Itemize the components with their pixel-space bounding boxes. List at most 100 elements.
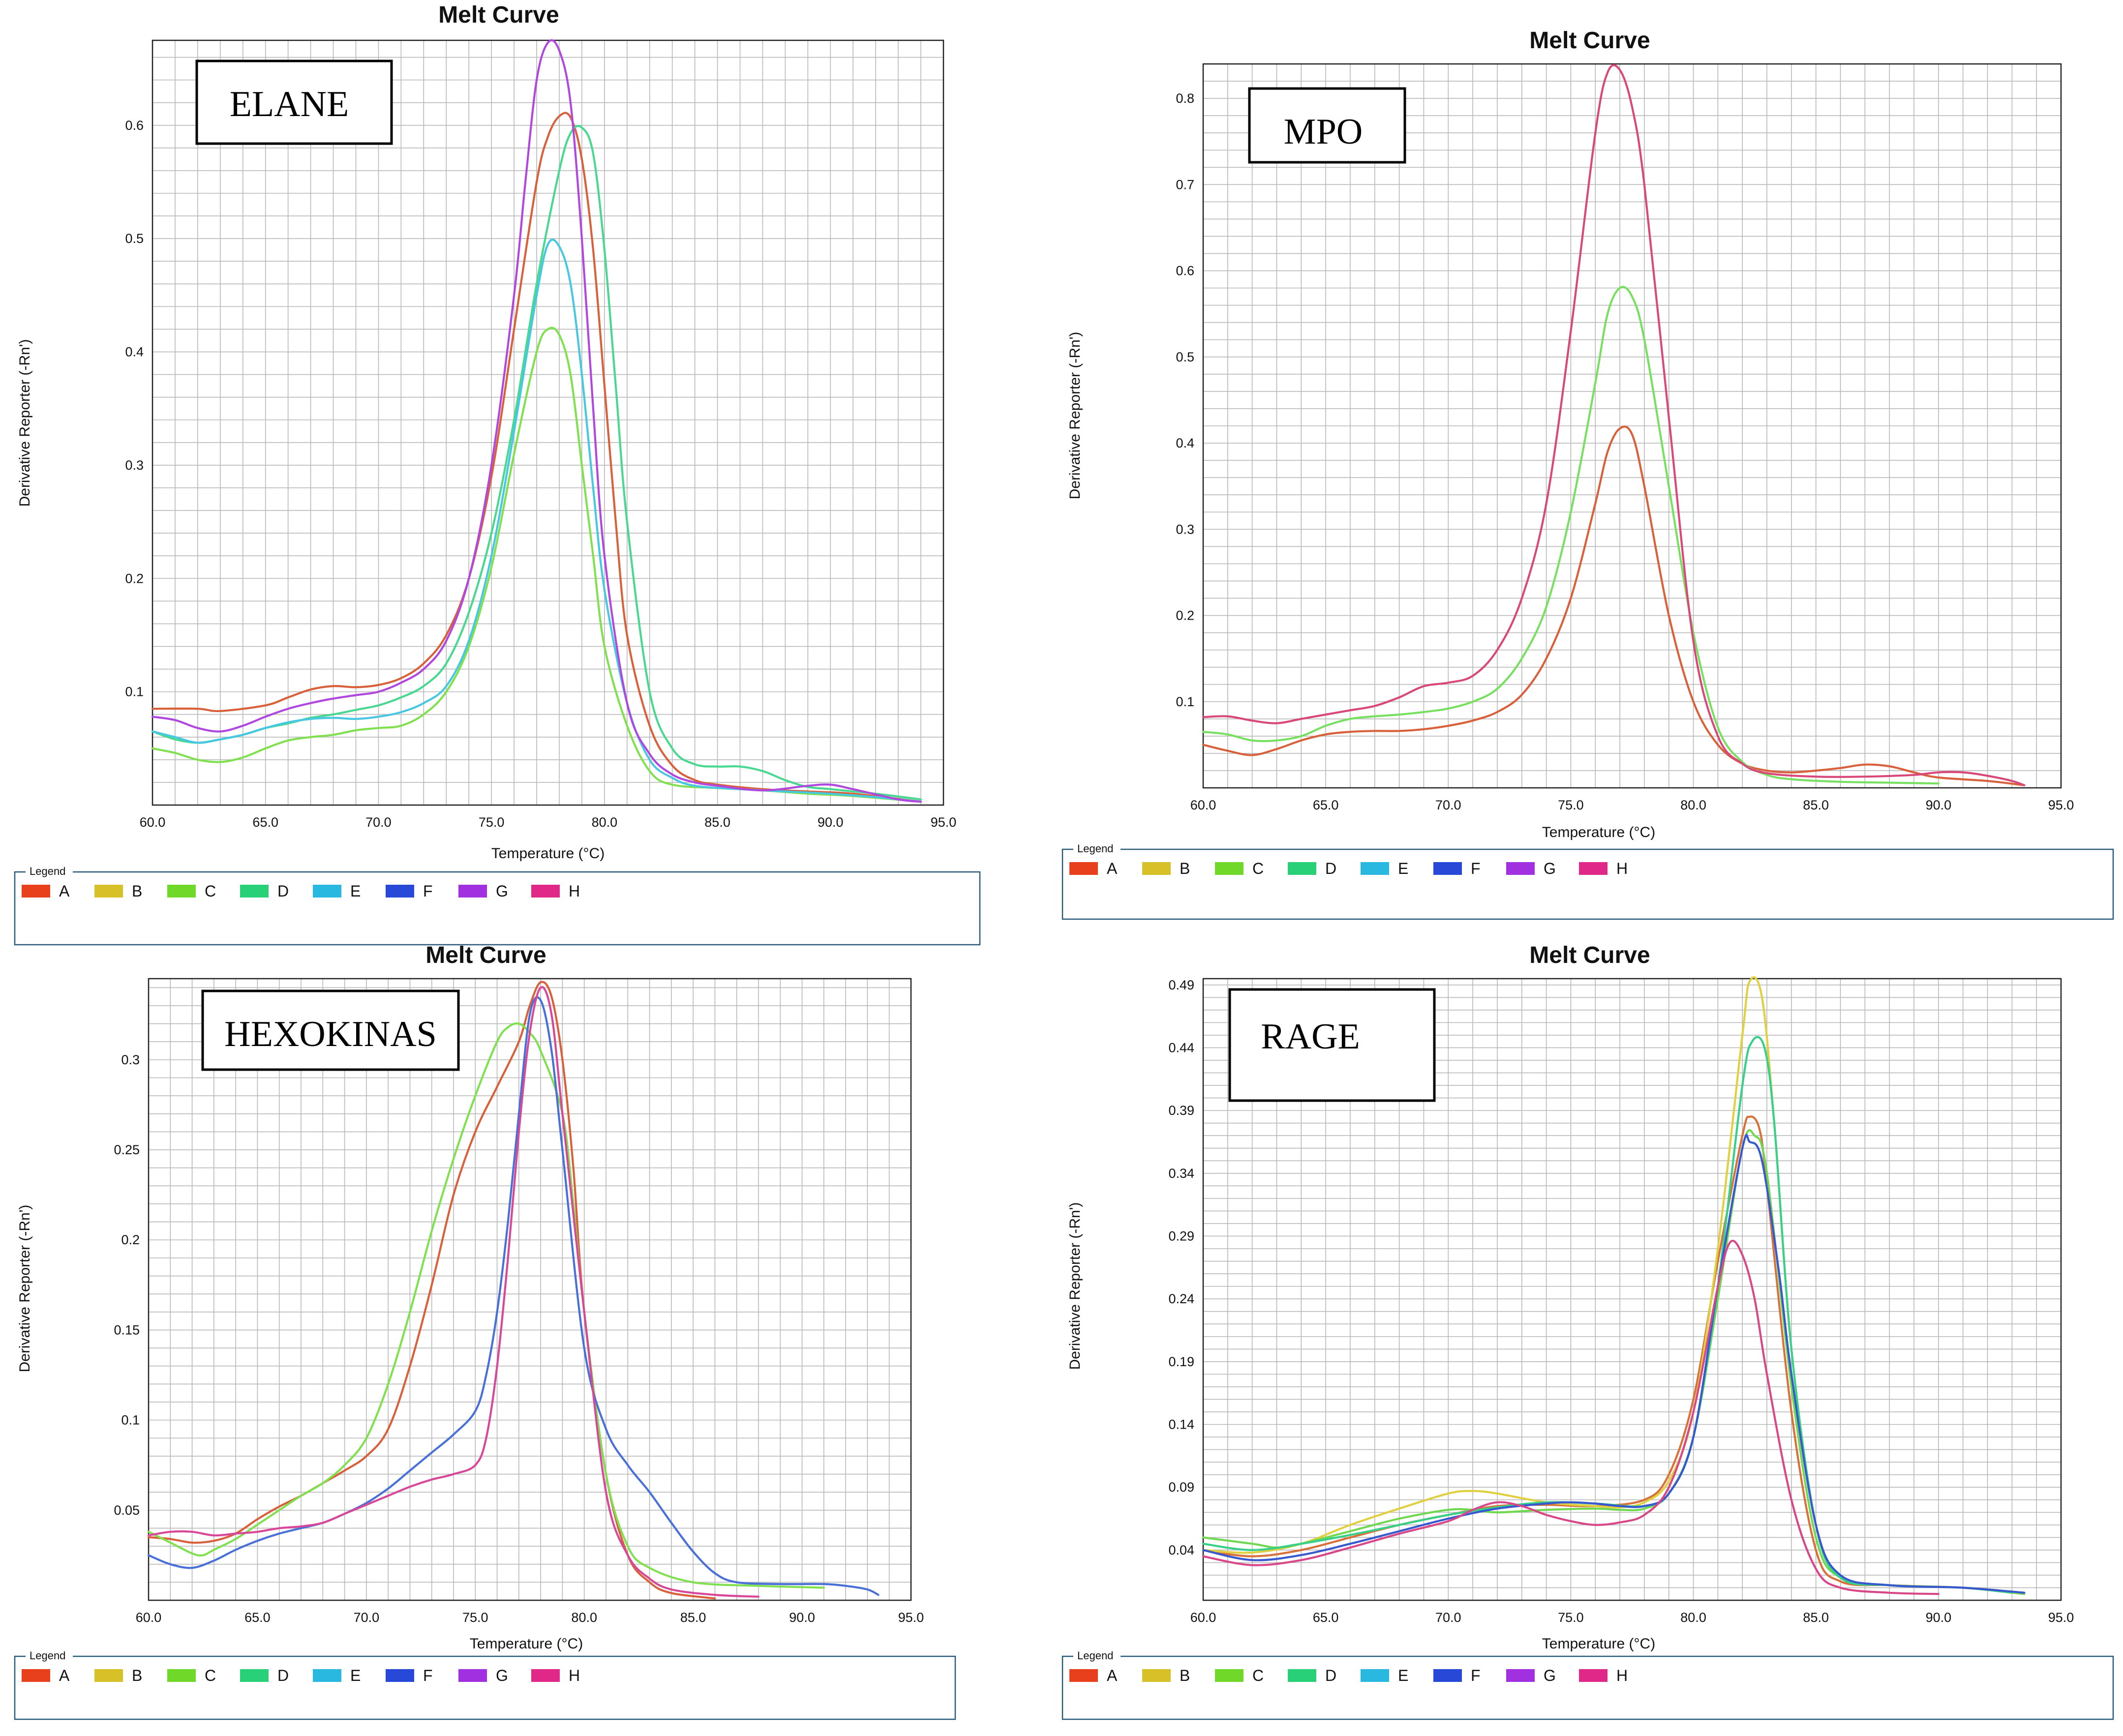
legend-label-f: F	[423, 882, 433, 900]
x-tick-label: 90.0	[1926, 1610, 1952, 1625]
legend-box: Legend A B C D E F G H	[1062, 842, 2114, 920]
plot-frame	[1202, 63, 2062, 789]
legend-swatch-f	[1433, 1669, 1462, 1682]
legend-box: Legend A B C D E F G H	[1062, 1649, 2114, 1720]
y-tick-label: 0.05	[114, 1503, 140, 1518]
x-tick-label: 85.0	[1803, 798, 1829, 812]
y-tick-label: 0.14	[1168, 1417, 1194, 1432]
legend-label-c: C	[205, 1667, 216, 1684]
legend-label-a: A	[1107, 1667, 1118, 1684]
legend-frame	[1062, 848, 2114, 920]
grid	[1203, 63, 2062, 788]
gene-label: RAGE	[1261, 1017, 1360, 1057]
y-tick-label: 0.44	[1168, 1040, 1194, 1055]
x-tick-label: 65.0	[1313, 798, 1339, 812]
legend-label-b: B	[1180, 1667, 1190, 1684]
legend-swatch-d	[240, 885, 269, 898]
legend-swatch-e	[313, 885, 341, 898]
x-tick-label: 60.0	[1190, 798, 1216, 812]
legend-label-a: A	[59, 1667, 70, 1684]
x-tick-label: 80.0	[1680, 798, 1706, 812]
legend-title-bg	[26, 865, 73, 878]
gene-label-box	[201, 989, 460, 1071]
legend-title: Legend	[1077, 842, 1113, 855]
legend-swatch-d	[1288, 862, 1316, 875]
legend-label-c: C	[1252, 1667, 1264, 1684]
legend-label-b: B	[132, 882, 142, 900]
gene-label: HEXOKINAS	[224, 1014, 437, 1054]
series-line-h	[147, 986, 760, 1598]
panel-mpo: Melt Curve 60.0 65.0 70.0 75.0 80.0 85.0 90.0 9…	[1062, 28, 2114, 920]
legend-swatch-c	[1215, 1669, 1243, 1682]
plot-area	[149, 979, 911, 1600]
y-tick-label: 0.39	[1168, 1103, 1194, 1118]
legend-label-b: B	[1180, 860, 1190, 877]
panel-hexokinas: Melt Curve 60.0 65.0 70.0 75.0 80.0 85.0 90.0 9…	[14, 942, 956, 1720]
series-line-a	[151, 112, 922, 803]
x-tick-label: 90.0	[789, 1610, 815, 1625]
legend-label-h: H	[1616, 860, 1628, 877]
gene-label: MPO	[1284, 112, 1363, 152]
series-line-h	[1202, 1239, 1940, 1595]
x-tick-label: 60.0	[136, 1610, 162, 1625]
chart-title: Melt Curve	[438, 2, 559, 28]
x-tick-label: 70.0	[1435, 798, 1461, 812]
x-tick-label: 80.0	[571, 1610, 597, 1625]
legend-swatch-c	[1215, 862, 1243, 875]
x-tick-label: 95.0	[2048, 798, 2074, 812]
legend-swatch-d	[1288, 1669, 1316, 1682]
x-tick-label: 75.0	[1558, 1610, 1584, 1625]
x-axis-label: Temperature (°C)	[1542, 824, 1655, 840]
x-tick-label: 95.0	[931, 815, 957, 830]
y-tick-label: 0.04	[1168, 1543, 1194, 1557]
legend-label-f: F	[1471, 860, 1481, 877]
series-line-h	[1202, 64, 2026, 786]
x-tick-label: 70.0	[1435, 1610, 1461, 1625]
y-tick-label: 0.3	[1176, 522, 1194, 537]
plot-frame	[1202, 978, 2062, 1601]
y-tick-label: 0.3	[125, 458, 144, 473]
legend-label-c: C	[1252, 860, 1264, 877]
legend-box: Legend A B C D E F G H	[14, 1649, 956, 1720]
legend-swatch-h	[1579, 1669, 1607, 1682]
legend-frame	[14, 871, 981, 946]
y-tick-label: 0.1	[125, 685, 144, 699]
x-tick-label: 60.0	[1190, 1610, 1216, 1625]
legend-swatch-h	[531, 885, 560, 898]
y-axis-label: Derivative Reporter (-Rn')	[1067, 1202, 1083, 1370]
legend-swatch-g	[1506, 1669, 1535, 1682]
legend-swatch-g	[1506, 862, 1535, 875]
legend-title-bg	[26, 1649, 73, 1662]
legend-swatch-b	[94, 1669, 123, 1682]
legend-swatch-f	[386, 1669, 414, 1682]
x-tick-label: 85.0	[680, 1610, 706, 1625]
y-tick-label: 0.5	[1176, 350, 1194, 364]
y-tick-label: 0.8	[1176, 91, 1194, 106]
legend-swatch-f	[386, 885, 414, 898]
x-tick-label: 90.0	[818, 815, 844, 830]
y-tick-label: 0.2	[121, 1232, 140, 1247]
y-tick-label: 0.29	[1168, 1228, 1194, 1243]
grid	[152, 40, 944, 805]
x-tick-label: 75.0	[462, 1610, 488, 1625]
legend-swatch-d	[240, 1669, 269, 1682]
series-line-e	[151, 239, 922, 803]
legend-swatch-a	[22, 885, 50, 898]
x-tick-label: 85.0	[704, 815, 730, 830]
legend-label-d: D	[1325, 1667, 1336, 1684]
legend-label-g: G	[1544, 860, 1556, 877]
gene-label-box	[1248, 87, 1406, 164]
panel-rage: Melt Curve 60.0 65.0 70.0 75.0 80.0 85.0 90.0 9…	[1062, 942, 2114, 1720]
legend-label-d: D	[277, 1667, 289, 1684]
y-tick-label: 0.7	[1176, 177, 1194, 192]
y-tick-label: 0.4	[125, 345, 144, 359]
legend-swatch-e	[1361, 1669, 1389, 1682]
y-axis-label: Derivative Reporter (-Rn')	[17, 339, 33, 507]
gene-label-box	[195, 60, 393, 145]
legend-label-e: E	[350, 1667, 361, 1684]
legend-title: Legend	[1077, 1649, 1113, 1662]
legend-label-g: G	[496, 882, 508, 900]
legend-label-h: H	[569, 882, 580, 900]
gene-label: ELANE	[230, 84, 349, 124]
